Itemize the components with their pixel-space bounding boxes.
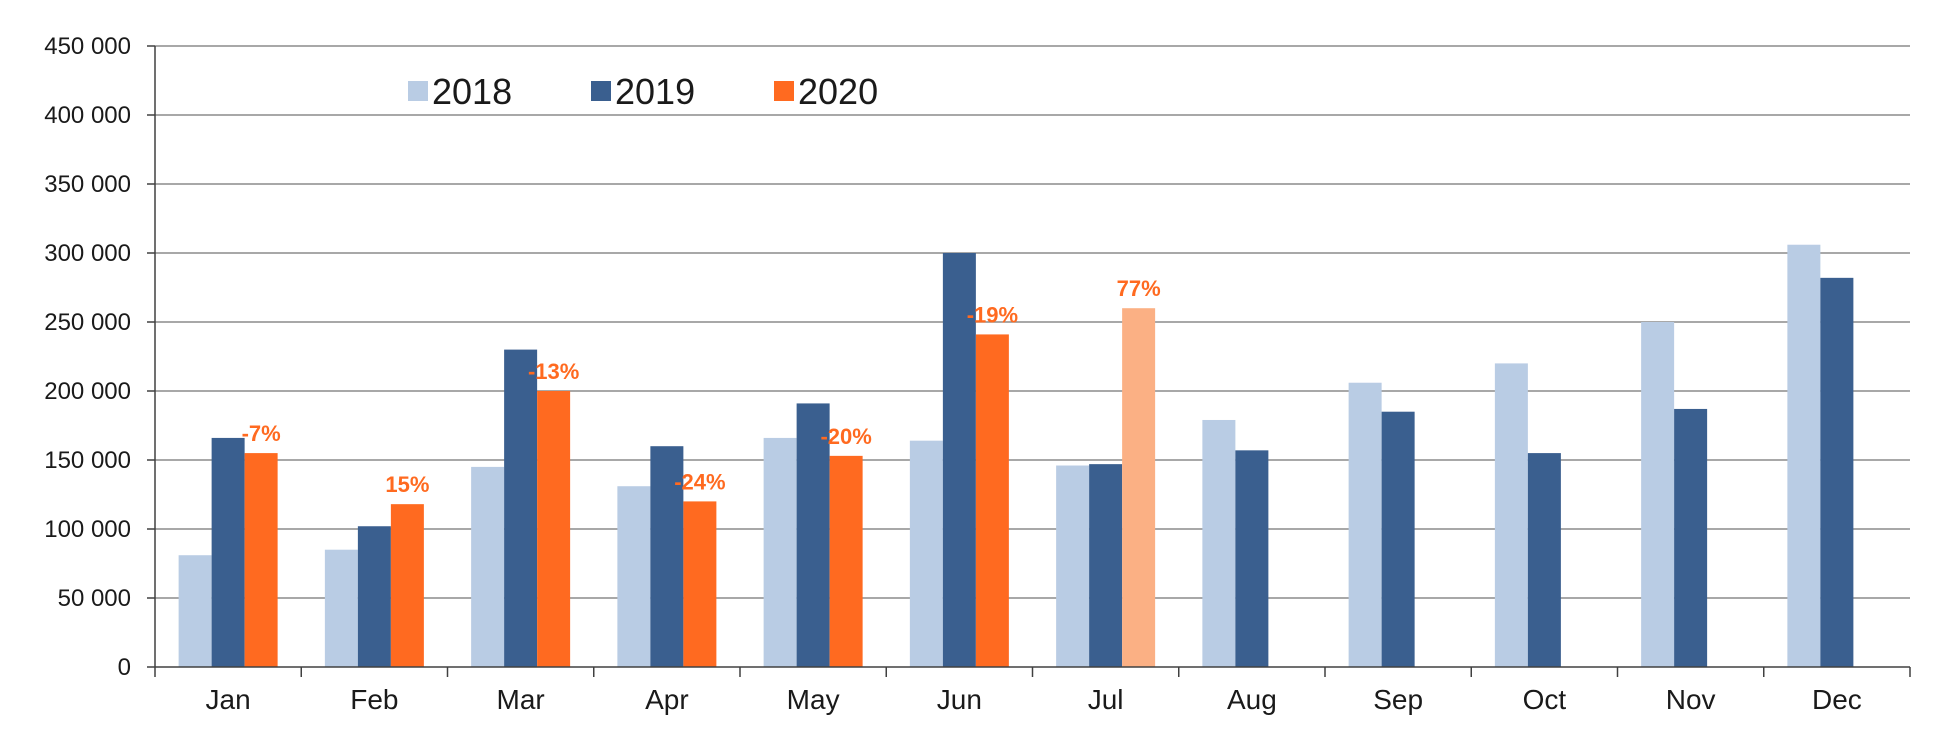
bar-2019-Aug [1235, 450, 1269, 667]
bar-2019-Oct [1527, 453, 1561, 667]
bar-2018-Sep [1348, 382, 1382, 667]
bar-2019-Jan [211, 437, 245, 667]
x-tick-label: Sep [1373, 684, 1423, 715]
y-tick-label: 150 000 [44, 447, 131, 474]
bar-2019-Jul [1089, 464, 1123, 667]
x-tick-label: Jul [1088, 684, 1124, 715]
x-tick-label: Oct [1523, 684, 1567, 715]
bar-2019-Mar [504, 349, 538, 667]
annotation-Jun: -19% [967, 302, 1018, 327]
annotation-Apr: -24% [674, 469, 725, 494]
bar-2018-Jun [909, 440, 943, 667]
bar-2020-Jan [244, 453, 278, 667]
y-tick-label: 250 000 [44, 309, 131, 336]
y-tick-label: 0 [118, 654, 131, 681]
x-tick-label: Nov [1666, 684, 1716, 715]
x-tick-label: Feb [350, 684, 398, 715]
y-tick-label: 400 000 [44, 102, 131, 129]
legend-swatch-2018 [408, 81, 428, 101]
bar-2019-Dec [1820, 277, 1854, 667]
y-tick-label: 350 000 [44, 171, 131, 198]
bar-2019-Jun [942, 253, 976, 667]
y-tick-label: 450 000 [44, 33, 131, 60]
bar-2019-Apr [650, 446, 684, 667]
x-tick-label: Apr [645, 684, 689, 715]
y-tick-label: 300 000 [44, 240, 131, 267]
bar-2020-Apr [683, 501, 717, 667]
legend-swatch-2019 [591, 81, 611, 101]
percent-annotations: -7% 15% -13% -24% -20% -19% 77% [242, 276, 1161, 497]
gridlines [155, 45, 1910, 599]
bar-2020-Jun [975, 334, 1009, 667]
x-tick-label: May [787, 684, 840, 715]
legend-label-2018: 2018 [432, 71, 512, 112]
bar-2019-Nov [1674, 408, 1708, 667]
annotation-May: -20% [820, 424, 871, 449]
bar-2018-Oct [1494, 363, 1528, 667]
bar-2019-May [796, 403, 830, 667]
y-tick-label: 100 000 [44, 516, 131, 543]
annotation-Feb: 15% [385, 472, 429, 497]
bar-2019-Sep [1381, 411, 1415, 667]
legend-swatch-2020 [774, 81, 794, 101]
bar-2018-Dec [1787, 244, 1821, 667]
x-tick-label: Mar [497, 684, 545, 715]
annotation-Jan: -7% [242, 421, 281, 446]
x-tick-label: Dec [1812, 684, 1862, 715]
annotation-Mar: -13% [528, 359, 579, 384]
legend: 2018 2019 2020 [408, 71, 878, 112]
bar-2018-Mar [471, 466, 505, 667]
bar-2020-May [829, 455, 863, 667]
annotation-Jul: 77% [1117, 276, 1161, 301]
bar-2020-Mar [537, 391, 571, 667]
x-tick-label: Jan [206, 684, 251, 715]
bar-2018-Apr [617, 486, 651, 667]
bars [178, 244, 1854, 667]
y-axis-ticks: 0 50 000 100 000 150 000 200 000 250 000 300 0… [44, 33, 155, 681]
bar-2019-Feb [357, 526, 391, 667]
bar-2018-Nov [1641, 322, 1675, 667]
legend-label-2020: 2020 [798, 71, 878, 112]
y-tick-label: 50 000 [58, 585, 131, 612]
x-axis-ticks: Jan Feb Mar Apr May Jun Jul Aug Sep Oct Nov Dec [154, 667, 1911, 715]
bar-2018-Jul [1056, 465, 1090, 667]
legend-label-2019: 2019 [615, 71, 695, 112]
bar-2018-Aug [1202, 419, 1236, 667]
bar-2018-May [763, 437, 797, 667]
bar-2020-Jul [1122, 308, 1156, 667]
bar-2018-Feb [324, 549, 358, 667]
x-tick-label: Jun [937, 684, 982, 715]
x-tick-label: Aug [1227, 684, 1277, 715]
bar-2020-Feb [390, 504, 424, 667]
y-tick-label: 200 000 [44, 378, 131, 405]
bar-2018-Jan [178, 555, 212, 667]
